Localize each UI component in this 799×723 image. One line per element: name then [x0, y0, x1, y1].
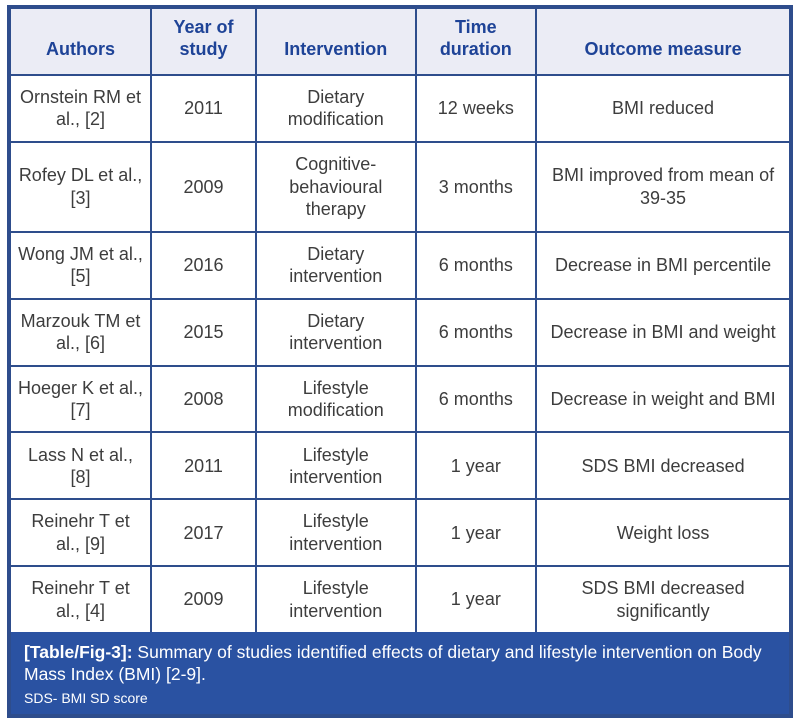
cell-intervention: Lifestyle intervention: [255, 498, 417, 568]
cell-year: 2016: [150, 230, 258, 300]
table-row: Marzouk TM et al., [6] 2015 Dietary interv…: [11, 297, 789, 367]
cell-outcome: Weight loss: [535, 498, 789, 568]
header-row: Authors Year of study Intervention Time …: [11, 9, 789, 76]
table-caption: [Table/Fig-3]: Summary of studies identi…: [24, 641, 776, 686]
table-row: Reinehr T et al., [9] 2017 Lifestyle inter…: [11, 498, 789, 568]
cell-intervention: Lifestyle modification: [255, 364, 417, 434]
column-header-year: Year of study: [150, 9, 258, 76]
cell-authors: Rofey DL et al., [3]: [11, 140, 153, 233]
table-row: Rofey DL et al., [3] 2009 Cognitive-behavi…: [11, 140, 789, 233]
table-body: Ornstein RM et al., [2] 2011 Dietary modif…: [11, 73, 789, 633]
cell-duration: 6 months: [414, 297, 538, 367]
cell-duration: 1 year: [414, 498, 538, 568]
cell-authors: Ornstein RM et al., [2]: [11, 73, 153, 143]
cell-duration: 6 months: [414, 230, 538, 300]
cell-authors: Marzouk TM et al., [6]: [11, 297, 153, 367]
cell-authors: Reinehr T et al., [4]: [11, 565, 153, 633]
cell-year: 2008: [150, 364, 258, 434]
table-caption-text: Summary of studies identified effects of…: [24, 642, 762, 685]
table-caption-label: [Table/Fig-3]:: [24, 642, 133, 663]
column-header-authors: Authors: [11, 9, 153, 76]
cell-outcome: Decrease in BMI percentile: [535, 230, 789, 300]
cell-year: 2017: [150, 498, 258, 568]
table-row: Reinehr T et al., [4] 2009 Lifestyle inter…: [11, 565, 789, 633]
table-row: Wong JM et al., [5] 2016 Dietary intervent…: [11, 230, 789, 300]
cell-intervention: Dietary intervention: [255, 297, 417, 367]
cell-duration: 3 months: [414, 140, 538, 233]
cell-outcome: SDS BMI decreased significantly: [535, 565, 789, 633]
cell-duration: 1 year: [414, 565, 538, 633]
cell-outcome: BMI reduced: [535, 73, 789, 143]
table-header: Authors Year of study Intervention Time …: [11, 9, 789, 76]
cell-outcome: BMI improved from mean of 39-35: [535, 140, 789, 233]
table-row: Ornstein RM et al., [2] 2011 Dietary modif…: [11, 73, 789, 143]
cell-authors: Lass N et al., [8]: [11, 431, 153, 501]
table-row: Hoeger K et al., [7] 2008 Lifestyle modifi…: [11, 364, 789, 434]
cell-year: 2009: [150, 140, 258, 233]
cell-year: 2011: [150, 431, 258, 501]
table-caption-bar: [Table/Fig-3]: Summary of studies identi…: [11, 632, 789, 714]
cell-outcome: Decrease in BMI and weight: [535, 297, 789, 367]
cell-authors: Hoeger K et al., [7]: [11, 364, 153, 434]
cell-outcome: Decrease in weight and BMI: [535, 364, 789, 434]
table-fig-3-frame: Authors Year of study Intervention Time …: [7, 5, 793, 718]
cell-intervention: Cognitive-behavioural therapy: [255, 140, 417, 233]
table-footnote: SDS- BMI SD score: [24, 689, 148, 706]
cell-duration: 1 year: [414, 431, 538, 501]
cell-intervention: Dietary intervention: [255, 230, 417, 300]
column-header-outcome: Outcome measure: [535, 9, 789, 76]
cell-authors: Reinehr T et al., [9]: [11, 498, 153, 568]
cell-intervention: Lifestyle intervention: [255, 565, 417, 633]
cell-duration: 12 weeks: [414, 73, 538, 143]
table-row: Lass N et al., [8] 2011 Lifestyle interven…: [11, 431, 789, 501]
column-header-intervention: Intervention: [255, 9, 417, 76]
cell-year: 2011: [150, 73, 258, 143]
column-header-duration: Time duration: [414, 9, 538, 76]
cell-intervention: Lifestyle intervention: [255, 431, 417, 501]
cell-duration: 6 months: [414, 364, 538, 434]
cell-intervention: Dietary modification: [255, 73, 417, 143]
studies-summary-table: Authors Year of study Intervention Time …: [11, 9, 789, 633]
cell-outcome: SDS BMI decreased: [535, 431, 789, 501]
cell-authors: Wong JM et al., [5]: [11, 230, 153, 300]
cell-year: 2009: [150, 565, 258, 633]
cell-year: 2015: [150, 297, 258, 367]
